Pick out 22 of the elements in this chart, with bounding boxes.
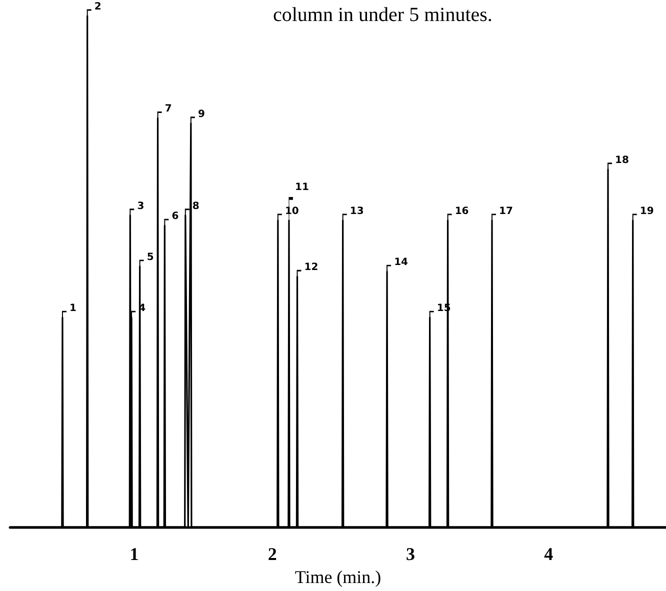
annotation: 18 [615,154,629,166]
annotation: 11 [295,182,309,193]
annotation: 12 [304,262,318,274]
annotation: 2 [94,2,102,12]
annotation: 9 [198,108,205,120]
annotation: 19 [640,206,654,217]
annotation: 14 [394,257,408,268]
x-axis-title: Time (min.) [294,567,382,587]
x-tick-label: 3 [406,544,416,564]
annotation: 3 [137,200,144,212]
x-tick-label: 4 [544,544,554,564]
annotation: 8 [192,200,200,212]
chart-title: column in under 5 minutes. [273,4,492,26]
annotation: 6 [172,211,179,222]
annotation: 16 [454,206,469,217]
annotation: 5 [146,252,154,263]
annotation: 7 [164,104,172,115]
x-tick-label: 1 [130,544,139,564]
annotation: 13 [350,206,364,217]
annotation: 1 [70,303,77,314]
annotation: 17 [499,206,513,217]
x-tick-label: 2 [268,544,277,564]
